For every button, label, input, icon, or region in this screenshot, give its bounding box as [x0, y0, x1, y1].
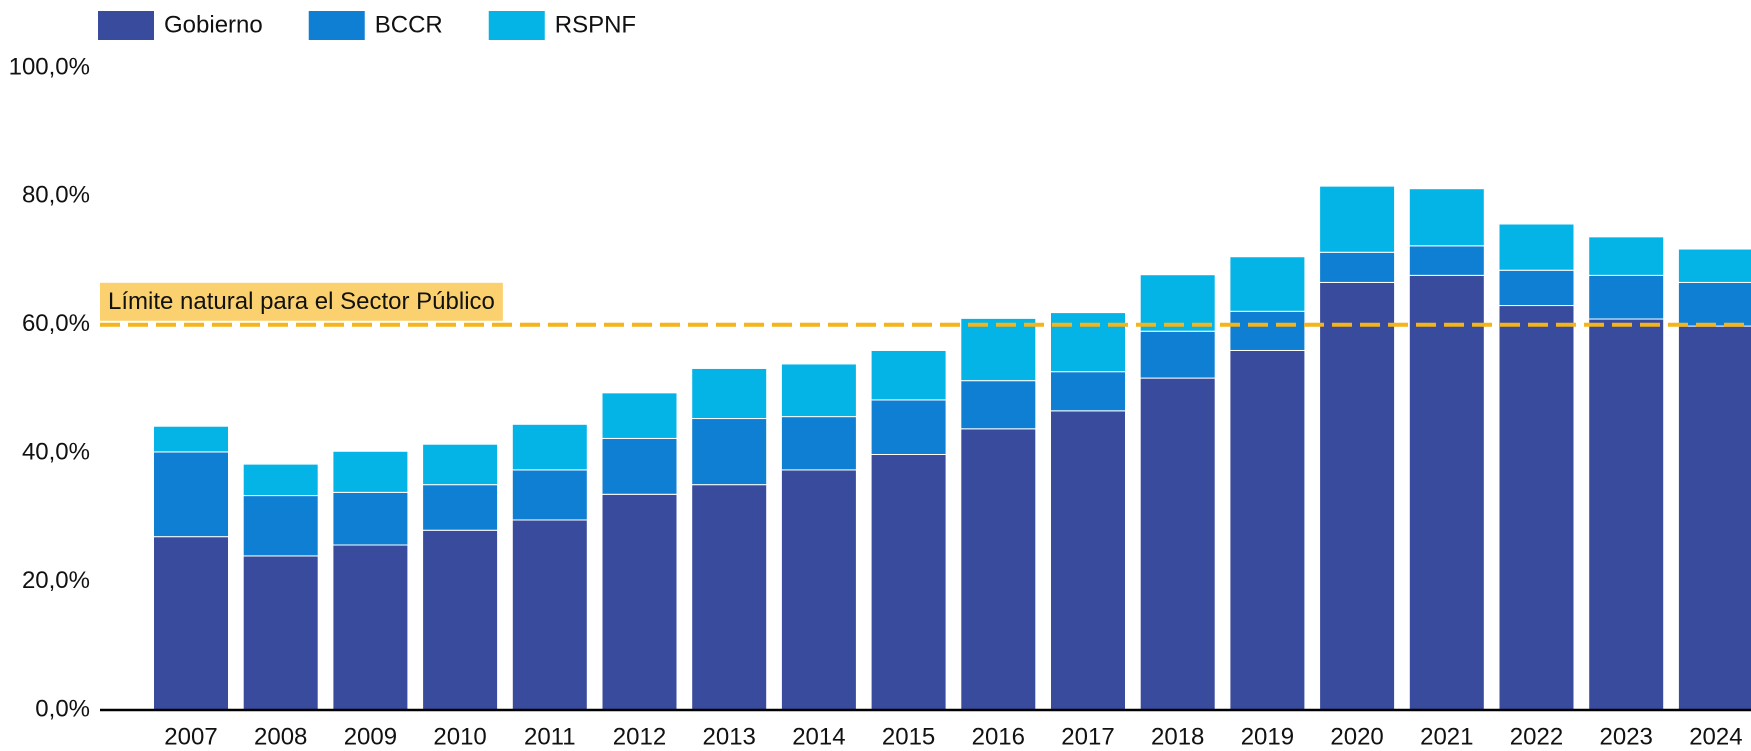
- bar-segment: [511, 469, 588, 521]
- legend-label: BCCR: [375, 11, 443, 38]
- bar-segment: [422, 484, 499, 531]
- y-tick-label: 60,0%: [22, 310, 90, 337]
- x-tick-label: 2015: [882, 723, 935, 750]
- x-tick-label: 2016: [972, 723, 1025, 750]
- bar-segment: [1229, 310, 1306, 351]
- bar-segment: [1050, 410, 1126, 711]
- bar-segment: [960, 317, 1037, 382]
- x-tick-label: 2007: [164, 723, 217, 750]
- bar-segment: [601, 493, 678, 711]
- x-tick-label: 2017: [1061, 723, 1114, 750]
- bar-segment: [780, 469, 857, 711]
- bar-segment: [780, 363, 857, 418]
- bar-segment: [1588, 274, 1665, 320]
- bar-segment: [870, 453, 947, 711]
- bar-segment: [1498, 223, 1575, 271]
- bar-segment: [1050, 312, 1126, 373]
- x-tick-label: 2011: [524, 723, 576, 750]
- bar-segment: [422, 443, 499, 486]
- x-tick-label: 2009: [344, 723, 397, 750]
- x-tick-label: 2022: [1510, 723, 1563, 750]
- bar-segment: [691, 418, 768, 486]
- x-tick-label: 2018: [1151, 723, 1204, 750]
- legend-label: RSPNF: [555, 11, 636, 38]
- bar-segment: [960, 380, 1037, 430]
- bar-segment: [511, 519, 588, 711]
- bar-segment: [1408, 188, 1485, 247]
- bar-segment: [1408, 274, 1485, 711]
- x-tick-label: 2024: [1689, 723, 1742, 750]
- legend-label: Gobierno: [164, 11, 263, 38]
- bar-segment: [1319, 281, 1396, 711]
- bar-segment: [242, 555, 319, 711]
- bar-segment: [870, 349, 947, 401]
- bar-segment: [1050, 371, 1126, 412]
- bar-segment: [1588, 236, 1665, 276]
- bar-segment: [422, 529, 499, 711]
- bar-segment: [1677, 281, 1751, 327]
- legend-swatch: [488, 11, 545, 40]
- y-tick-label: 20,0%: [22, 567, 90, 594]
- bar-segment: [1139, 377, 1216, 711]
- y-tick-label: 40,0%: [22, 439, 90, 466]
- x-tick-label: 2023: [1600, 723, 1653, 750]
- bar-segment: [691, 367, 768, 420]
- annotation: Límite natural para el Sector Público: [108, 288, 495, 315]
- bar-segment: [1408, 245, 1485, 276]
- y-tick-label: 100,0%: [9, 53, 90, 80]
- bar-segment: [1319, 185, 1396, 253]
- bar-segment: [1498, 269, 1575, 307]
- legend-swatch: [98, 11, 154, 40]
- bar-segment: [1319, 251, 1396, 283]
- bar-segment: [242, 495, 319, 557]
- bar-segment: [153, 425, 229, 453]
- bar-segment: [780, 416, 857, 471]
- x-tick-label: 2019: [1241, 723, 1294, 750]
- bar-segment: [332, 491, 409, 546]
- bar-segment: [332, 450, 409, 493]
- y-tick-label: 0,0%: [35, 695, 90, 722]
- bar-segment: [1677, 248, 1751, 283]
- bar-segment: [960, 428, 1037, 711]
- bar-segment: [1498, 305, 1575, 711]
- bar-segment: [1139, 274, 1216, 332]
- bar-segment: [332, 544, 409, 711]
- bar-segment: [153, 536, 229, 711]
- bar-segment: [1677, 325, 1751, 711]
- x-tick-label: 2020: [1330, 723, 1383, 750]
- bar-segment: [870, 399, 947, 455]
- x-tick-label: 2008: [254, 723, 307, 750]
- bar-segment: [691, 484, 768, 711]
- bar-segment: [153, 451, 229, 538]
- bar-segment: [1139, 330, 1216, 379]
- y-tick-label: 80,0%: [22, 182, 90, 209]
- legend-swatch: [308, 11, 365, 40]
- bar-segment: [601, 437, 678, 495]
- x-tick-label: 2010: [433, 723, 486, 750]
- bar-segment: [1588, 318, 1665, 711]
- bar-segment: [1229, 349, 1306, 711]
- bar-segment: [601, 392, 678, 439]
- bar-segment: [242, 463, 319, 497]
- annotation-bg: [100, 282, 503, 321]
- x-tick-label: 2021: [1420, 723, 1473, 750]
- x-tick-label: 2014: [792, 723, 845, 750]
- x-tick-label: 2012: [613, 723, 666, 750]
- bar-segment: [1229, 256, 1306, 312]
- bar-segment: [511, 423, 588, 471]
- x-tick-label: 2013: [703, 723, 756, 750]
